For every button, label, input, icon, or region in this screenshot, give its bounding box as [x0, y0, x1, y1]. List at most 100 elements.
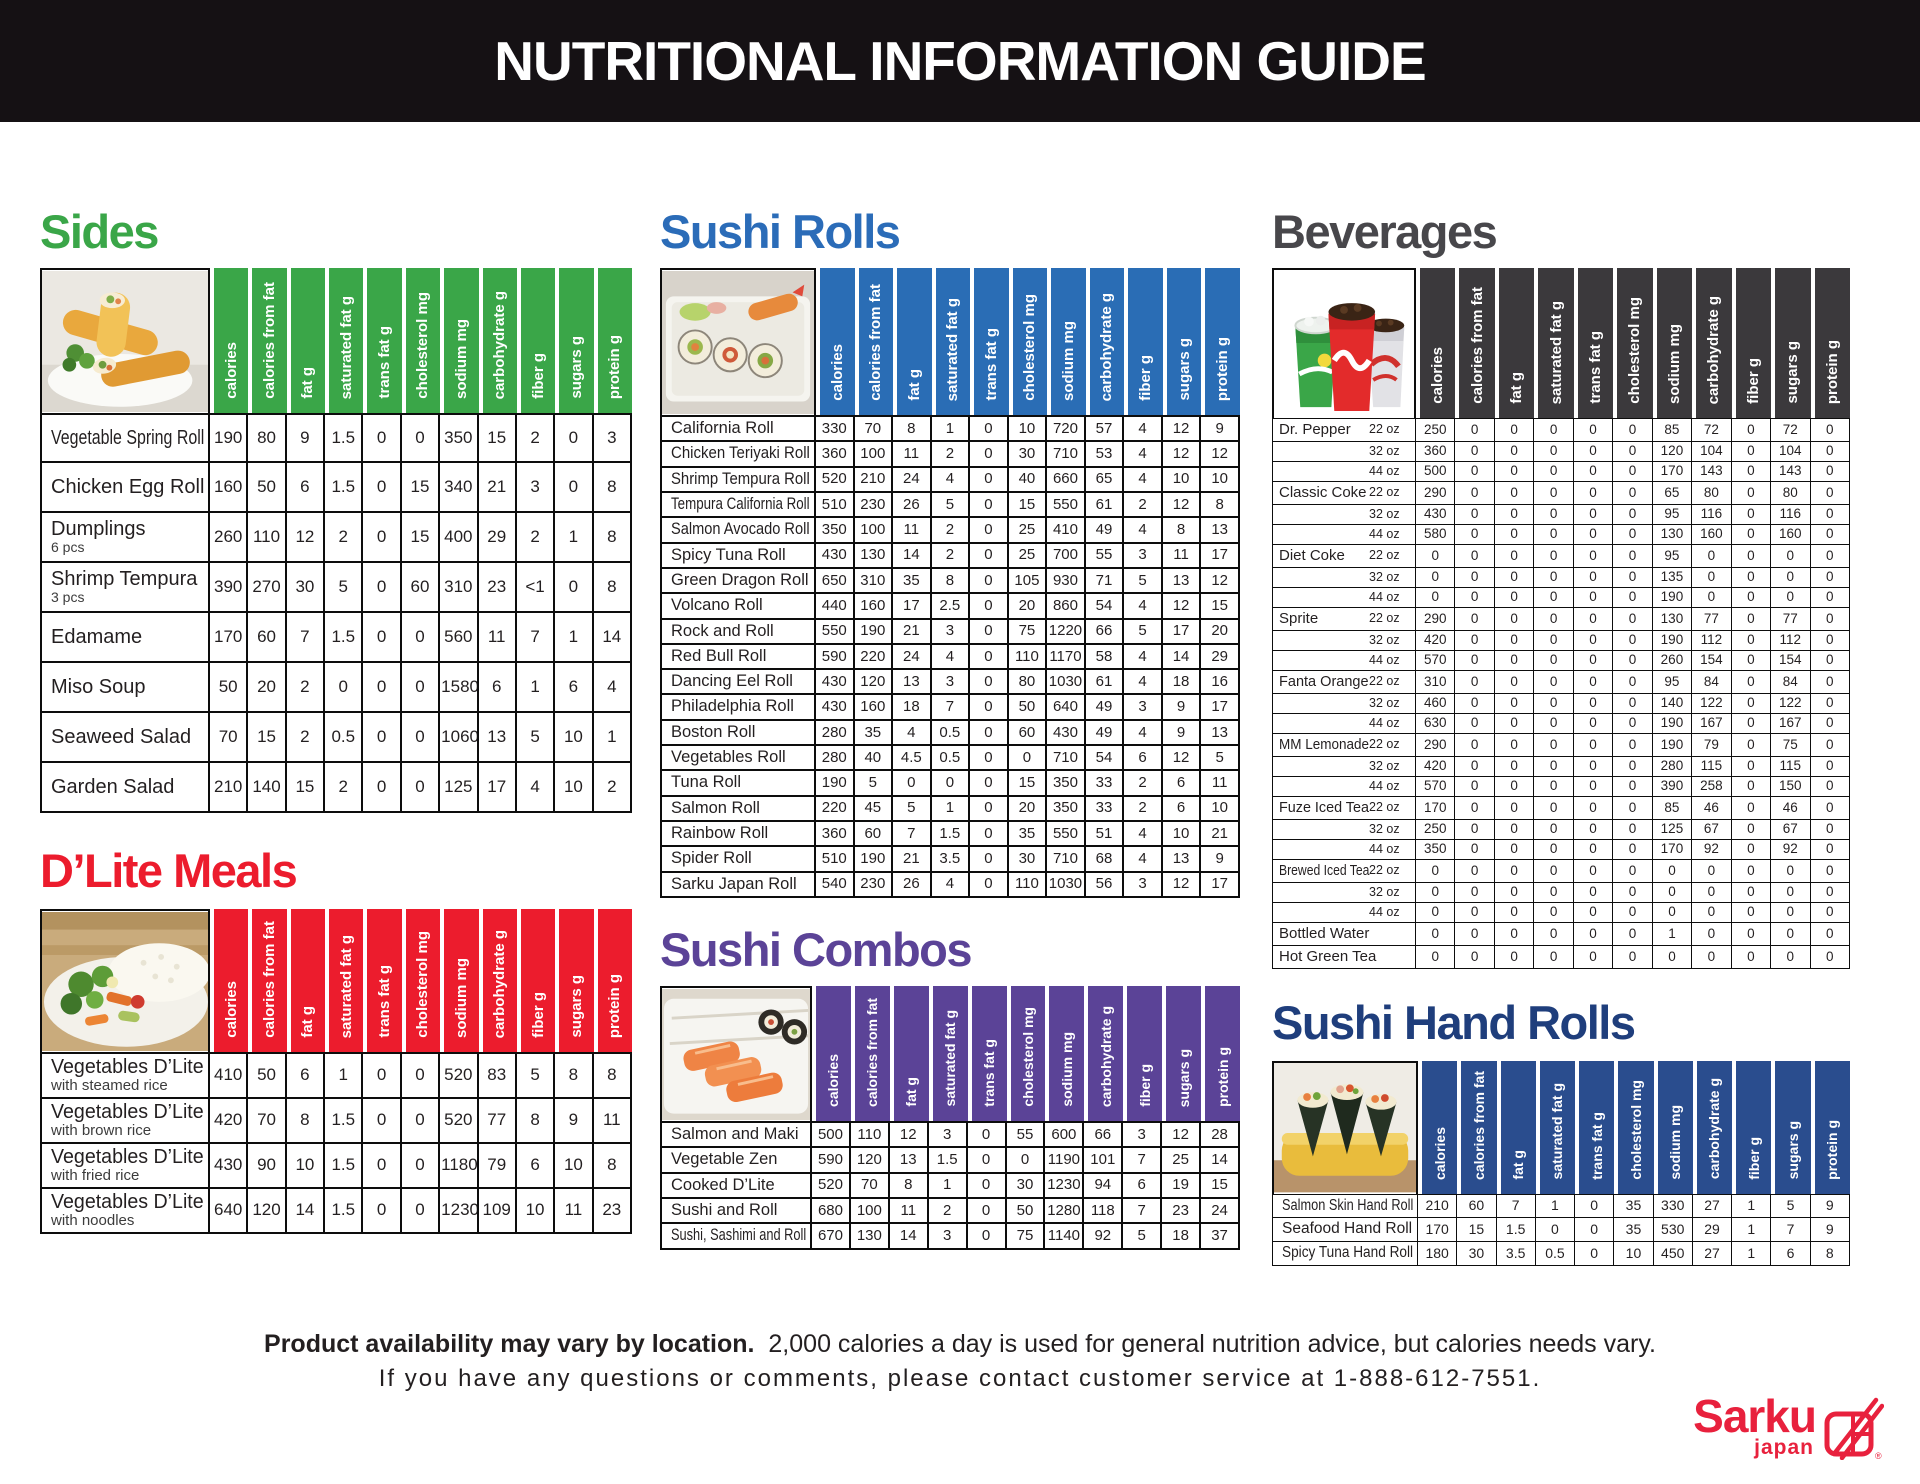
- nutrition-value: 10: [1201, 796, 1240, 822]
- dlite-table: calories calories from fat fat g saturated …: [40, 909, 632, 1234]
- nutrition-value: 0: [363, 413, 402, 463]
- nutrition-value: 2: [1124, 771, 1163, 797]
- nutrition-value: 1: [593, 713, 632, 763]
- nutrition-value: 70: [210, 713, 249, 763]
- nutrition-value: 710: [1047, 847, 1086, 873]
- item-name: MM Lemonade: [1279, 736, 1370, 753]
- nutrition-value: 29: [1692, 1217, 1733, 1242]
- nutrition-value: 0: [1494, 482, 1535, 505]
- nutrition-value: 0: [1573, 524, 1614, 545]
- item-size: 32 oz: [1369, 632, 1400, 647]
- nutrition-value: 8: [1201, 492, 1240, 519]
- item-name-cell: 44 oz: [1272, 524, 1416, 545]
- nutrition-value: 0: [970, 746, 1009, 772]
- nutrition-value: 23: [1162, 1198, 1202, 1225]
- column-header-label: calories from fat: [1468, 287, 1486, 404]
- nutrition-value: 2: [931, 543, 971, 569]
- nutrition-value: 60: [401, 563, 441, 613]
- nutrition-value: 400: [440, 513, 479, 563]
- nutrition-value: 430: [816, 695, 855, 721]
- nutrition-value: 0: [1534, 902, 1574, 923]
- sides-photo: [40, 268, 210, 413]
- nutrition-value: 0: [1692, 545, 1732, 568]
- table-row: Vegetables D’Lite with fried rice 430 90 10 1…: [40, 1143, 632, 1189]
- nutrition-value: 3: [593, 413, 632, 463]
- section-title-hand-rolls: Sushi Hand Rolls: [1272, 995, 1636, 1049]
- column-header-sodium-mg: sodium mg: [1047, 268, 1086, 415]
- nutrition-value: 340: [440, 463, 479, 513]
- column-header-label: sodium mg: [452, 318, 470, 399]
- nutrition-value: 0: [1534, 524, 1574, 545]
- nutrition-value: 17: [1201, 872, 1240, 898]
- nutrition-value: 12: [1162, 492, 1202, 519]
- sarku-japan-logo: Sarku japan ®: [1693, 1393, 1884, 1460]
- item-portion: 3 pcs: [51, 589, 85, 606]
- item-name: Shrimp Tempura Roll: [671, 469, 810, 488]
- nutrition-value: 258: [1692, 776, 1732, 797]
- nutrition-value: 710: [1047, 746, 1086, 772]
- nutrition-value: 0: [1534, 567, 1574, 588]
- nutrition-value: 0: [931, 771, 971, 797]
- nutrition-value: 2: [325, 763, 364, 813]
- column-header-saturated-fat-g: saturated fat g: [325, 909, 364, 1052]
- nutrition-value: 180: [1418, 1241, 1458, 1266]
- nutrition-value: 0: [1573, 776, 1614, 797]
- nutrition-value: 0: [1613, 650, 1653, 671]
- nutrition-value: 160: [854, 695, 894, 721]
- nutrition-value: 5: [854, 771, 894, 797]
- nutrition-value: 0: [1534, 608, 1574, 631]
- nutrition-value: 0: [1455, 504, 1495, 525]
- item-name: Boston Roll: [671, 723, 756, 741]
- table-row: Shrimp Tempura 3 pcs 390 270 30 5 0 60 310 23 <1 0 8: [40, 563, 632, 613]
- column-header-sugars-g: sugars g: [1771, 1060, 1811, 1194]
- nutrition-value: 0: [970, 771, 1009, 797]
- column-header-saturated-fat-g: saturated fat g: [1535, 1060, 1576, 1194]
- nutrition-value: 520: [440, 1052, 479, 1099]
- column-header-sugars-g: sugars g: [1162, 985, 1202, 1121]
- column-header-label: fiber g: [1137, 355, 1155, 401]
- nutrition-value: 18: [1162, 1224, 1202, 1250]
- nutrition-value: 0: [1494, 418, 1535, 442]
- nutrition-value: 10: [286, 1143, 326, 1189]
- nutrition-value: 0: [1494, 776, 1535, 797]
- column-header-label: saturated fat g: [337, 934, 355, 1038]
- nutrition-value: 11: [889, 1198, 929, 1225]
- nutrition-value: 5: [516, 1052, 556, 1099]
- nutrition-value: 1: [516, 663, 556, 713]
- nutrition-value: 0: [1613, 713, 1653, 734]
- nutrition-value: 430: [816, 543, 855, 569]
- nutrition-value: 70: [248, 1098, 287, 1144]
- nutrition-value: 0: [1692, 923, 1732, 946]
- nutrition-value: 125: [440, 763, 479, 813]
- column-header-label: trans fat g: [376, 965, 394, 1038]
- nutrition-value: 0: [1494, 567, 1535, 588]
- nutrition-value: 0: [1613, 504, 1653, 525]
- nutrition-value: 550: [1047, 492, 1086, 519]
- item-portion: with brown rice: [51, 1121, 152, 1139]
- nutrition-value: 12: [1201, 568, 1240, 595]
- nutrition-value: 310: [854, 568, 894, 595]
- item-name-cell: 44 oz: [1272, 461, 1416, 482]
- column-header-fiber-g: fiber g: [1731, 268, 1772, 418]
- nutrition-value: 60: [1457, 1193, 1497, 1218]
- nutrition-value: 8: [1162, 518, 1202, 544]
- nutrition-value: 49: [1085, 518, 1125, 544]
- nutrition-value: 130: [1652, 524, 1693, 545]
- nutrition-value: 0: [401, 1052, 441, 1099]
- item-size: 44 oz: [1369, 526, 1400, 541]
- nutrition-value: 3: [931, 670, 971, 696]
- nutrition-value: 540: [816, 872, 855, 898]
- table-row: California Roll 330 70 8 1 0 10 720 57 4 12 9: [660, 415, 1240, 443]
- column-header-label: sodium mg: [1059, 320, 1077, 401]
- nutrition-value: 7: [1771, 1217, 1811, 1242]
- nutrition-value: 0: [1534, 776, 1574, 797]
- column-header-label: fiber g: [1745, 1136, 1762, 1180]
- nutrition-value: 8: [286, 1098, 326, 1144]
- nutrition-value: 0: [1416, 945, 1456, 969]
- column-header-label: fat g: [299, 1006, 317, 1038]
- nutrition-value: 65: [1652, 482, 1693, 505]
- nutrition-value: 0: [1455, 902, 1495, 923]
- nutrition-value: 6: [1123, 1173, 1163, 1199]
- nutrition-value: 260: [1652, 650, 1693, 671]
- shrimp-tempura-piece: [748, 284, 805, 321]
